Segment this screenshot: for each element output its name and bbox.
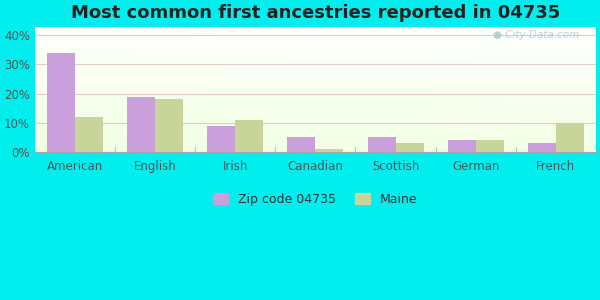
- Bar: [528, 143, 556, 152]
- Text: ● City-Data.com: ● City-Data.com: [493, 30, 579, 40]
- Bar: [155, 99, 183, 152]
- Bar: [127, 97, 155, 152]
- Bar: [287, 137, 316, 152]
- Bar: [316, 149, 343, 152]
- Bar: [448, 140, 476, 152]
- Bar: [75, 117, 103, 152]
- Bar: [395, 143, 424, 152]
- Bar: [207, 126, 235, 152]
- Bar: [235, 120, 263, 152]
- Bar: [368, 137, 395, 152]
- Bar: [47, 53, 75, 152]
- Bar: [476, 140, 504, 152]
- Legend: Zip code 04735, Maine: Zip code 04735, Maine: [208, 188, 422, 211]
- Title: Most common first ancestries reported in 04735: Most common first ancestries reported in…: [71, 4, 560, 22]
- Bar: [556, 123, 584, 152]
